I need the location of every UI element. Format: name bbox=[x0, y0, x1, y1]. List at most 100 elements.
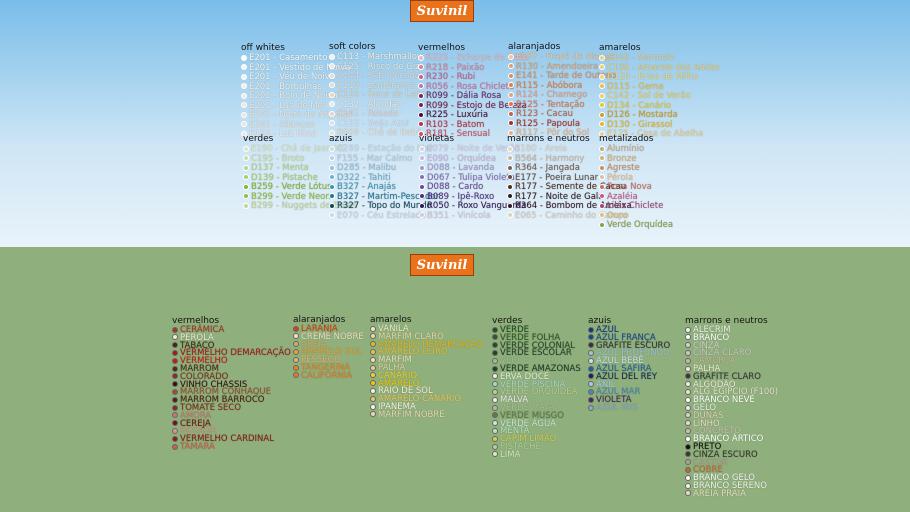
color-item[interactable]: RAIO DE SOL bbox=[370, 387, 433, 396]
color-item[interactable]: LINHO bbox=[685, 419, 720, 429]
color-item[interactable]: B299 - Nuggets de Ervas bbox=[243, 202, 357, 211]
color-item[interactable]: D120 - Brisa de Milho bbox=[599, 73, 698, 82]
color-item[interactable]: AREIA bbox=[293, 340, 326, 350]
color-item[interactable]: Verde Orquídea bbox=[599, 221, 673, 230]
color-item[interactable]: AMARELO bbox=[370, 379, 419, 389]
color-item[interactable]: E125 - Casa de Abelha bbox=[599, 130, 703, 139]
color-item[interactable]: C113 - Marshmallow bbox=[329, 53, 424, 62]
color-item[interactable]: R364 - Jangada bbox=[507, 164, 580, 173]
color-item[interactable]: D088 - Cardo bbox=[419, 183, 483, 192]
color-item[interactable]: R218 - Paixão bbox=[418, 63, 484, 73]
color-item[interactable]: MARFIM CLARO bbox=[370, 332, 444, 342]
color-item[interactable]: AMARELO SOL bbox=[293, 348, 362, 357]
color-item[interactable]: TOMATE SECO bbox=[172, 404, 241, 413]
color-item[interactable]: R327 - Topo do Mundo bbox=[329, 202, 432, 211]
color-item[interactable]: R364 - Bombom de Ameixa bbox=[507, 202, 632, 211]
color-item[interactable]: R177 - Noite de Gala bbox=[507, 192, 603, 202]
color-item[interactable]: C119 - Lembrança bbox=[329, 81, 415, 91]
color-item[interactable]: B327 - Anajás bbox=[329, 183, 396, 192]
color-item[interactable]: R099 - Dália Rosa bbox=[418, 92, 501, 101]
color-item[interactable]: VERDE MUSGO bbox=[492, 411, 564, 421]
color-item[interactable]: TANGERINA bbox=[293, 364, 350, 373]
color-item[interactable]: CINZA bbox=[685, 341, 719, 351]
color-item[interactable]: R125 - Papoula bbox=[508, 119, 580, 129]
color-item[interactable]: MARROM CONHAQUE bbox=[172, 388, 271, 397]
color-item[interactable]: Ouro bbox=[599, 211, 628, 221]
color-item[interactable]: VERDE FOLHA bbox=[492, 333, 560, 343]
color-item[interactable]: VERDE AMAZONAS bbox=[492, 365, 581, 374]
color-item[interactable]: COBRE bbox=[685, 466, 723, 475]
color-item[interactable]: CREME NOBRE bbox=[293, 332, 364, 342]
color-item[interactable]: VIOLETA bbox=[588, 396, 631, 405]
color-item[interactable]: PISTACHE bbox=[492, 443, 541, 452]
color-item[interactable]: C289 - Estação do Mar bbox=[329, 145, 433, 154]
color-item[interactable]: R230 - Rubi bbox=[418, 73, 475, 82]
color-item[interactable]: VERMELHO bbox=[172, 357, 228, 366]
color-item[interactable]: C144 - Sete Pecados bbox=[329, 72, 424, 81]
color-item[interactable]: CEREJA bbox=[172, 419, 211, 429]
color-item[interactable]: PALHA bbox=[685, 365, 720, 374]
color-item[interactable]: R177 - Semente de Cacau bbox=[507, 183, 626, 192]
color-item[interactable]: GELO bbox=[685, 404, 716, 413]
color-item[interactable]: VERDE PISCINA bbox=[492, 380, 565, 390]
color-item[interactable]: R125 - Tentação bbox=[508, 100, 585, 110]
color-item[interactable]: CAPIM LIMÃO bbox=[492, 435, 556, 444]
color-item[interactable]: C122 - Beijo Azul bbox=[329, 119, 409, 129]
color-item[interactable]: CANÁRIO bbox=[370, 371, 417, 381]
color-item[interactable]: ERVA DOCE bbox=[492, 372, 549, 382]
color-item[interactable]: D088 - Lavanda bbox=[419, 164, 494, 173]
color-item[interactable]: R115 - Abóbora bbox=[508, 81, 582, 91]
color-item[interactable]: ANIL bbox=[588, 380, 615, 390]
color-item[interactable]: GRAFITE ESCURO bbox=[588, 341, 670, 351]
color-item[interactable]: D285 - Malibu bbox=[329, 164, 396, 173]
color-item[interactable]: R117 - Pôr do Sol bbox=[508, 129, 589, 138]
color-item[interactable]: R225 - Echarpe de Seda bbox=[418, 54, 529, 63]
color-item[interactable]: LARANJA bbox=[293, 325, 338, 334]
color-item[interactable]: Azaléia bbox=[599, 192, 638, 202]
color-item[interactable]: MARROM BARROCO bbox=[172, 396, 264, 405]
color-item[interactable]: ALECRIM bbox=[685, 326, 731, 335]
color-item[interactable]: MARROM bbox=[172, 365, 219, 374]
logo[interactable]: Suvinil bbox=[410, 254, 474, 276]
color-item[interactable]: Agreste bbox=[599, 164, 640, 173]
color-item[interactable]: D139 - Pistache bbox=[243, 173, 318, 183]
color-item[interactable]: E201 - Véu de Noiva bbox=[241, 73, 335, 82]
color-item[interactable]: GRAFITE CLARO bbox=[685, 372, 761, 382]
color-item[interactable]: E201 - Alianças bbox=[241, 120, 315, 130]
color-item[interactable]: TABACO bbox=[172, 341, 214, 351]
color-item[interactable]: BRANCO bbox=[685, 333, 729, 343]
color-item[interactable]: B259 - Verde Lótus bbox=[243, 183, 332, 192]
color-item[interactable]: LIMA bbox=[492, 450, 520, 460]
color-item[interactable]: VANILA bbox=[370, 325, 409, 334]
color-item[interactable]: VERDE ESCOLAR bbox=[492, 349, 572, 358]
color-item[interactable]: AZUL DEL REY bbox=[588, 372, 657, 382]
color-item[interactable]: CINZA CLARO bbox=[685, 349, 751, 358]
color-item[interactable]: AMARELO CANÁRIO bbox=[370, 395, 461, 404]
color-item[interactable]: VERDE MATA bbox=[492, 404, 555, 413]
color-item[interactable]: R225 - Luxúria bbox=[418, 111, 488, 120]
color-item[interactable]: BRANCO SERENO bbox=[685, 482, 767, 491]
color-item[interactable]: C140 - Marmelo bbox=[599, 54, 675, 63]
color-item[interactable]: Rosa Nova bbox=[599, 183, 652, 192]
color-item[interactable]: CASTOR bbox=[685, 458, 728, 468]
color-item[interactable]: D067 - Tulipa Violeta bbox=[419, 173, 515, 183]
color-item[interactable]: D126 - Mostarda bbox=[599, 111, 678, 120]
color-item[interactable]: PALHA bbox=[370, 364, 405, 373]
color-item[interactable]: ALG EGÍPCIO (F100) bbox=[685, 388, 778, 397]
color-item[interactable]: E201 - Casamento bbox=[241, 54, 327, 63]
color-item[interactable]: R130 - Amendoeira bbox=[508, 62, 598, 72]
color-item[interactable]: AREIA PRAIA bbox=[685, 489, 746, 499]
color-item[interactable]: C142 - Sol de Verão bbox=[599, 92, 691, 101]
color-item[interactable]: PRETO bbox=[685, 443, 721, 452]
color-item[interactable]: VERMELHO CARDINAL bbox=[172, 435, 274, 444]
color-item[interactable]: R056 - Rosa Chiclete bbox=[418, 82, 514, 92]
color-item[interactable]: AZUL PROFUNDO bbox=[588, 349, 670, 358]
color-item[interactable]: B299 - Verde Neon bbox=[243, 192, 331, 202]
logo[interactable]: Suvinil bbox=[410, 0, 474, 22]
color-item[interactable]: E201 - Noite de Núpcias bbox=[241, 111, 351, 120]
color-item[interactable]: R050 - Roxo Vanguarda bbox=[419, 202, 526, 211]
color-item[interactable]: VERDE bbox=[492, 326, 529, 335]
color-item[interactable]: C120 - Doce de Leite bbox=[329, 91, 426, 100]
color-item[interactable]: E201 - Lua de Mel bbox=[241, 101, 325, 111]
color-item[interactable]: C141 - Rosado bbox=[329, 110, 399, 119]
